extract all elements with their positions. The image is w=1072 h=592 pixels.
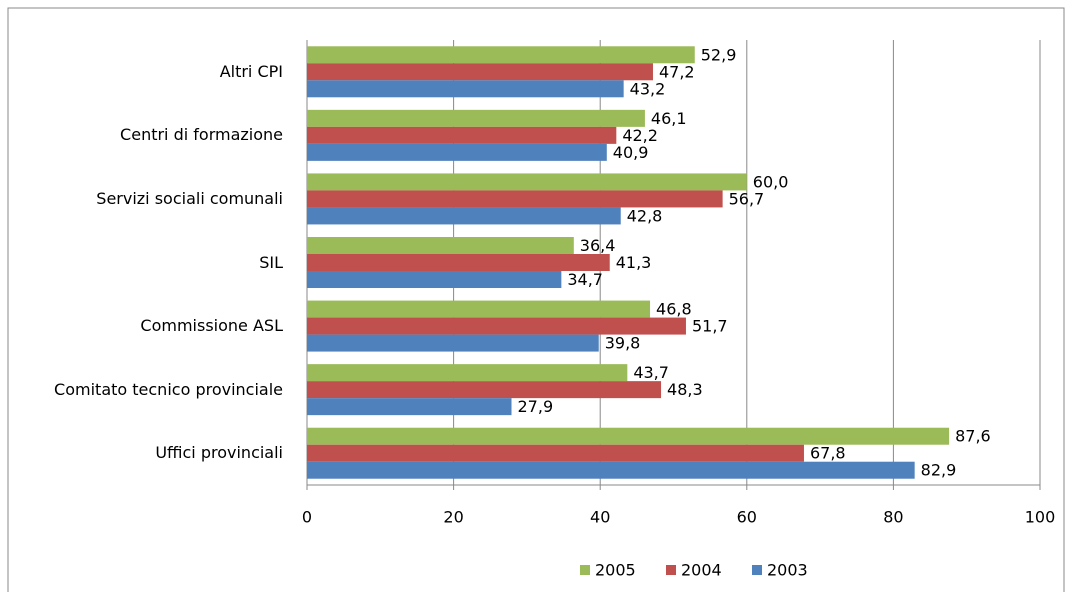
bar — [307, 427, 950, 445]
data-label: 41,3 — [616, 253, 652, 272]
legend-label: 2004 — [681, 561, 722, 580]
y-tick-label: Uffici provinciali — [155, 443, 283, 463]
bar — [307, 190, 723, 208]
data-label: 46,1 — [651, 109, 687, 128]
y-tick-label: Commissione ASL — [140, 316, 283, 336]
bar — [307, 300, 651, 318]
data-label: 43,7 — [633, 363, 669, 382]
y-tick-label: SIL — [259, 252, 283, 272]
chart-frame — [7, 7, 1065, 592]
bar — [307, 126, 617, 144]
data-label: 48,3 — [667, 380, 703, 399]
data-label: 67,8 — [810, 444, 846, 463]
x-tick-label: 0 — [302, 508, 312, 527]
bar — [307, 143, 607, 161]
y-tick-label: Comitato tecnico provinciale — [54, 379, 283, 399]
x-tick-label: 100 — [1025, 508, 1056, 527]
data-label: 42,2 — [622, 126, 658, 145]
bar — [307, 173, 747, 191]
data-label: 36,4 — [580, 236, 616, 255]
x-tick-label: 80 — [883, 508, 903, 527]
data-label: 43,2 — [630, 79, 666, 98]
bar — [307, 381, 662, 399]
data-label: 34,7 — [567, 270, 603, 289]
data-label: 87,6 — [955, 427, 991, 446]
data-label: 47,2 — [659, 62, 695, 81]
bar — [307, 398, 512, 416]
x-tick-label: 20 — [443, 508, 463, 527]
bar — [307, 254, 610, 271]
bar — [307, 207, 621, 225]
legend-swatch — [666, 565, 676, 575]
legend-swatch — [580, 565, 590, 575]
bar — [307, 444, 804, 462]
bar — [307, 80, 624, 98]
y-tick-label: Centri di formazione — [120, 125, 283, 145]
bar — [307, 364, 628, 382]
x-tick-label: 40 — [590, 508, 610, 527]
bar — [307, 237, 574, 254]
data-label: 52,9 — [701, 45, 737, 64]
data-label: 42,8 — [627, 206, 663, 225]
legend-label: 2005 — [595, 561, 636, 580]
data-label: 40,9 — [613, 143, 649, 162]
data-label: 60,0 — [753, 172, 789, 191]
data-label: 56,7 — [729, 189, 765, 208]
bar — [307, 271, 562, 288]
bar — [307, 334, 599, 352]
data-label: 39,8 — [605, 334, 641, 353]
bar — [307, 63, 653, 81]
bar — [307, 46, 695, 64]
legend-label: 2003 — [767, 561, 808, 580]
y-tick-label: Servizi sociali comunali — [96, 188, 283, 208]
data-label: 82,9 — [921, 461, 957, 480]
data-label: 27,9 — [518, 397, 554, 416]
bar — [307, 109, 645, 127]
legend-swatch — [752, 565, 762, 575]
data-label: 46,8 — [656, 300, 692, 319]
y-tick-label: Altri CPI — [219, 61, 283, 81]
bar — [307, 317, 686, 335]
bar — [307, 461, 915, 479]
data-label: 51,7 — [692, 317, 728, 336]
x-tick-label: 60 — [737, 508, 757, 527]
